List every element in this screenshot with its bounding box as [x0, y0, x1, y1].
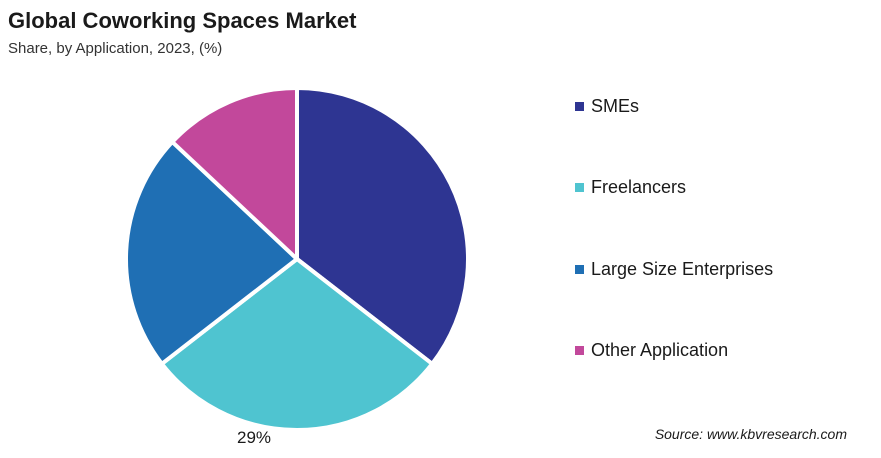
legend-item-large-size-enterprises: Large Size Enterprises	[575, 257, 773, 281]
pie-slice-smes	[295, 86, 470, 366]
chart-title: Global Coworking Spaces Market	[8, 8, 357, 33]
chart-subtitle: Share, by Application, 2023, (%)	[8, 40, 223, 57]
legend-label-large-size-enterprises: Large Size Enterprises	[591, 258, 774, 279]
legend-label-smes: SMEs	[591, 95, 640, 116]
legend-item-other-application: Other Application	[575, 339, 773, 363]
legend-swatch-other-application	[575, 346, 584, 355]
legend-label-freelancers: Freelancers	[591, 177, 687, 197]
legend-item-freelancers: Freelancers	[575, 176, 773, 200]
data-label-freelancers: 29%	[237, 428, 271, 447]
legend-swatch-smes	[575, 101, 584, 111]
legend: SMEs Freelancers Large Size Enterprises …	[575, 94, 773, 420]
pie-slice-other-application	[170, 86, 299, 261]
legend-item-smes: SMEs	[575, 94, 773, 118]
legend-swatch-freelancers	[575, 183, 584, 192]
legend-swatch-large-size-enterprises	[575, 264, 584, 274]
pie-slice-freelancers	[159, 257, 435, 432]
legend-label-other-application: Other Application	[591, 340, 729, 360]
pie-slice-large-size-enterprises	[124, 139, 299, 366]
source-note: Source: www.kbvresearch.com	[654, 426, 847, 442]
